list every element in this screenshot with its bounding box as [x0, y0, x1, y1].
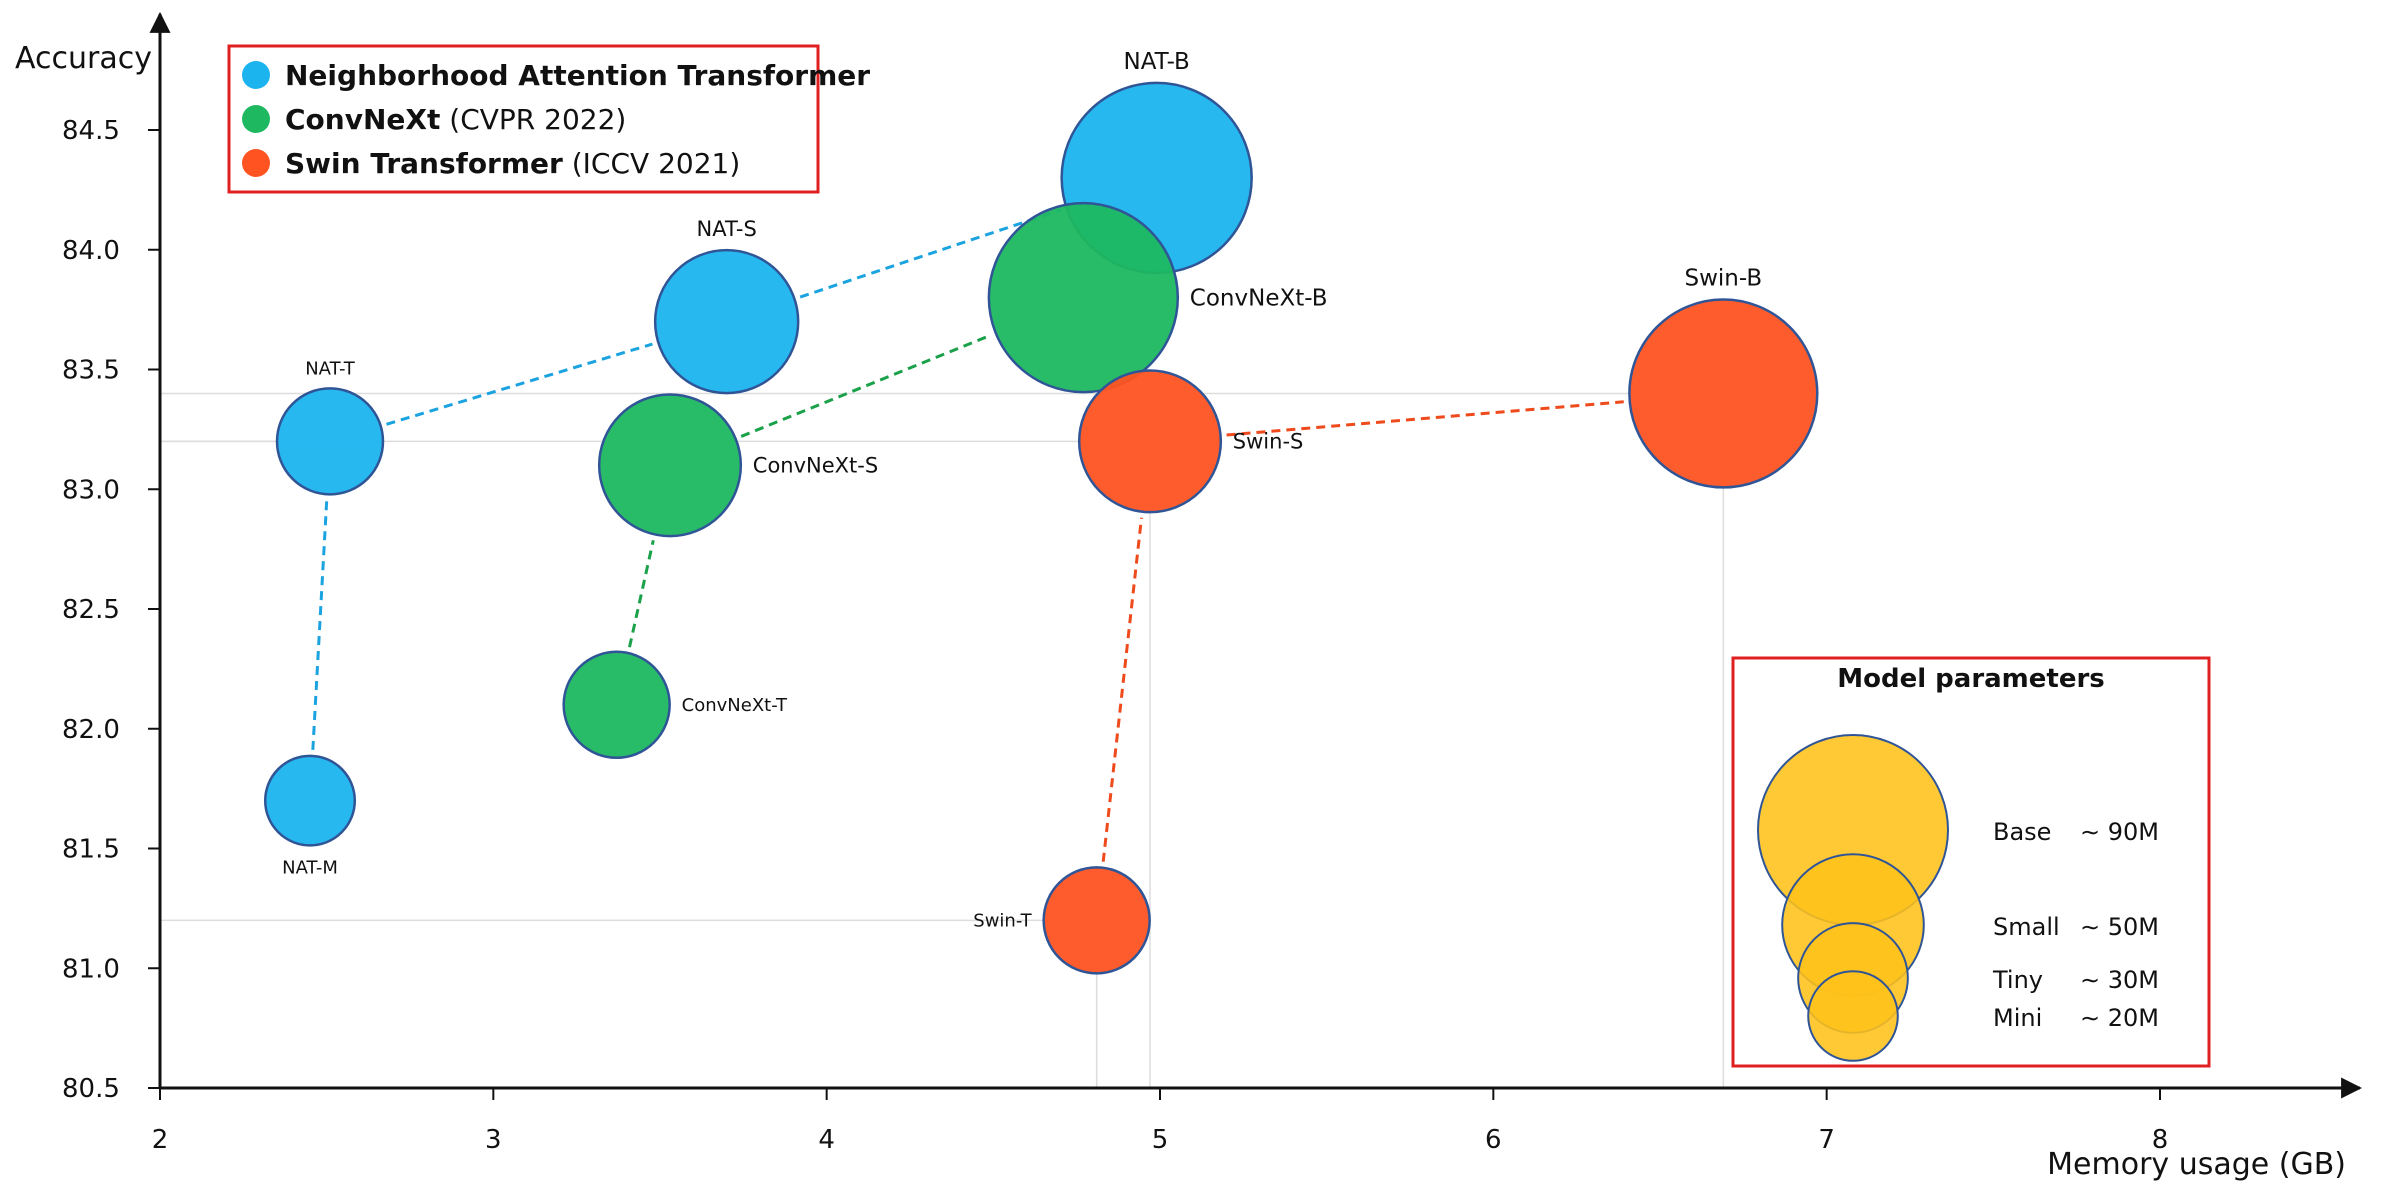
legend-entry-name: ConvNeXt — [285, 103, 440, 136]
size-legend-value-small: ∼ 50M — [2080, 913, 2159, 941]
size-legend-box — [1731, 656, 2211, 1068]
series-lines — [311, 208, 1624, 862]
guide-lines — [160, 392, 1725, 1088]
y-tick-label: 83.0 — [62, 475, 120, 505]
x-tick-label: 7 — [1818, 1125, 1835, 1155]
y-axis-label: Accuracy — [15, 41, 152, 76]
size-legend-title: Model parameters — [1837, 664, 2105, 694]
point-label-convnext-b: ConvNeXt-B — [1190, 286, 1328, 312]
y-tick-label: 81.5 — [62, 835, 120, 865]
series-connector-line — [311, 500, 329, 750]
series-connector-line — [386, 342, 653, 426]
bubble-swin-b — [1628, 298, 1819, 489]
legend-entry-name: Neighborhood Attention Transformer — [285, 59, 870, 92]
series-connector-line — [1226, 400, 1624, 437]
y-tick-label: 84.5 — [62, 116, 120, 146]
size-legend-label-base: Base — [1993, 818, 2051, 846]
bubble-convnext-t — [562, 650, 671, 760]
y-tick-label: 83.5 — [62, 356, 120, 386]
series-connector-line — [799, 208, 1062, 299]
size-legend-value-tiny: ∼ 30M — [2080, 966, 2159, 994]
bubble-swin-t — [1042, 866, 1151, 975]
bubbles — [263, 81, 1819, 975]
legend-marker-0 — [242, 61, 270, 89]
bubble-nat-t — [275, 387, 385, 496]
size-legend: Model parameters Base ∼ 90M Small ∼ 50M Tiny… — [1731, 656, 2211, 1068]
series-connector-line — [1101, 517, 1143, 862]
point-label-nat-m: NAT-M — [282, 857, 338, 878]
series-connector-line — [628, 539, 655, 648]
size-legend-bubble-mini — [1807, 970, 1899, 1062]
bubble-swin-s — [1077, 369, 1223, 514]
legend-marker-1 — [242, 105, 270, 133]
axes: Accuracy Memory usage (GB) — [15, 11, 2363, 1182]
series-legend: Neighborhood Attention Transformer ConvNe… — [227, 44, 870, 194]
bubble-convnext-s — [597, 393, 743, 538]
legend-marker-2 — [242, 149, 270, 177]
point-label-swin-t: Swin-T — [973, 911, 1032, 932]
legend-entry-venue: (ICCV 2021) — [563, 147, 740, 180]
point-label-nat-s: NAT-S — [697, 217, 757, 241]
legend-entry-2: Swin Transformer (ICCV 2021) — [285, 147, 740, 180]
size-legend-label-mini: Mini — [1993, 1004, 2042, 1032]
legend-entry-name: Swin Transformer — [285, 147, 563, 180]
size-legend-value-base: ∼ 90M — [2080, 818, 2159, 846]
x-ticks: 2 3 4 5 6 7 8 — [152, 1088, 2169, 1155]
series-legend-box — [227, 44, 820, 194]
x-tick-label: 2 — [152, 1125, 169, 1155]
y-tick-label: 80.5 — [62, 1074, 120, 1104]
point-label-convnext-s: ConvNeXt-S — [753, 454, 878, 478]
bubble-nat-s — [653, 248, 800, 395]
bubble-nat-m — [263, 754, 357, 847]
size-legend-label-tiny: Tiny — [1992, 966, 2043, 994]
point-label-convnext-t: ConvNeXt-T — [682, 695, 788, 716]
y-tick-label: 81.0 — [62, 954, 120, 984]
legend-entry-1: ConvNeXt (CVPR 2022) — [285, 103, 626, 136]
x-tick-label: 8 — [2152, 1125, 2169, 1155]
x-tick-label: 4 — [818, 1125, 835, 1155]
y-tick-label: 82.0 — [62, 715, 120, 745]
y-tick-label: 82.5 — [62, 595, 120, 625]
point-label-swin-b: Swin-B — [1685, 266, 1763, 292]
x-tick-label: 6 — [1485, 1125, 1502, 1155]
point-label-nat-b: NAT-B — [1123, 49, 1189, 75]
legend-entry-0: Neighborhood Attention Transformer — [285, 59, 870, 92]
y-ticks: 80.5 81.0 81.5 82.0 82.5 83.0 83.5 84.0 84.5 — [62, 116, 160, 1104]
point-labels: NAT-M NAT-T NAT-S NAT-B ConvNeXt-T ConvNeXt-S… — [282, 49, 1762, 932]
x-tick-label: 3 — [485, 1125, 502, 1155]
x-tick-label: 5 — [1152, 1125, 1169, 1155]
bubble-convnext-b — [987, 201, 1180, 394]
x-axis-label: Memory usage (GB) — [2047, 1147, 2346, 1182]
y-tick-label: 84.0 — [62, 236, 120, 266]
size-legend-label-small: Small — [1993, 913, 2060, 941]
point-label-swin-s: Swin-S — [1233, 430, 1304, 454]
legend-entry-venue: (CVPR 2022) — [440, 103, 626, 136]
size-legend-value-mini: ∼ 20M — [2080, 1004, 2159, 1032]
point-label-nat-t: NAT-T — [305, 358, 356, 379]
